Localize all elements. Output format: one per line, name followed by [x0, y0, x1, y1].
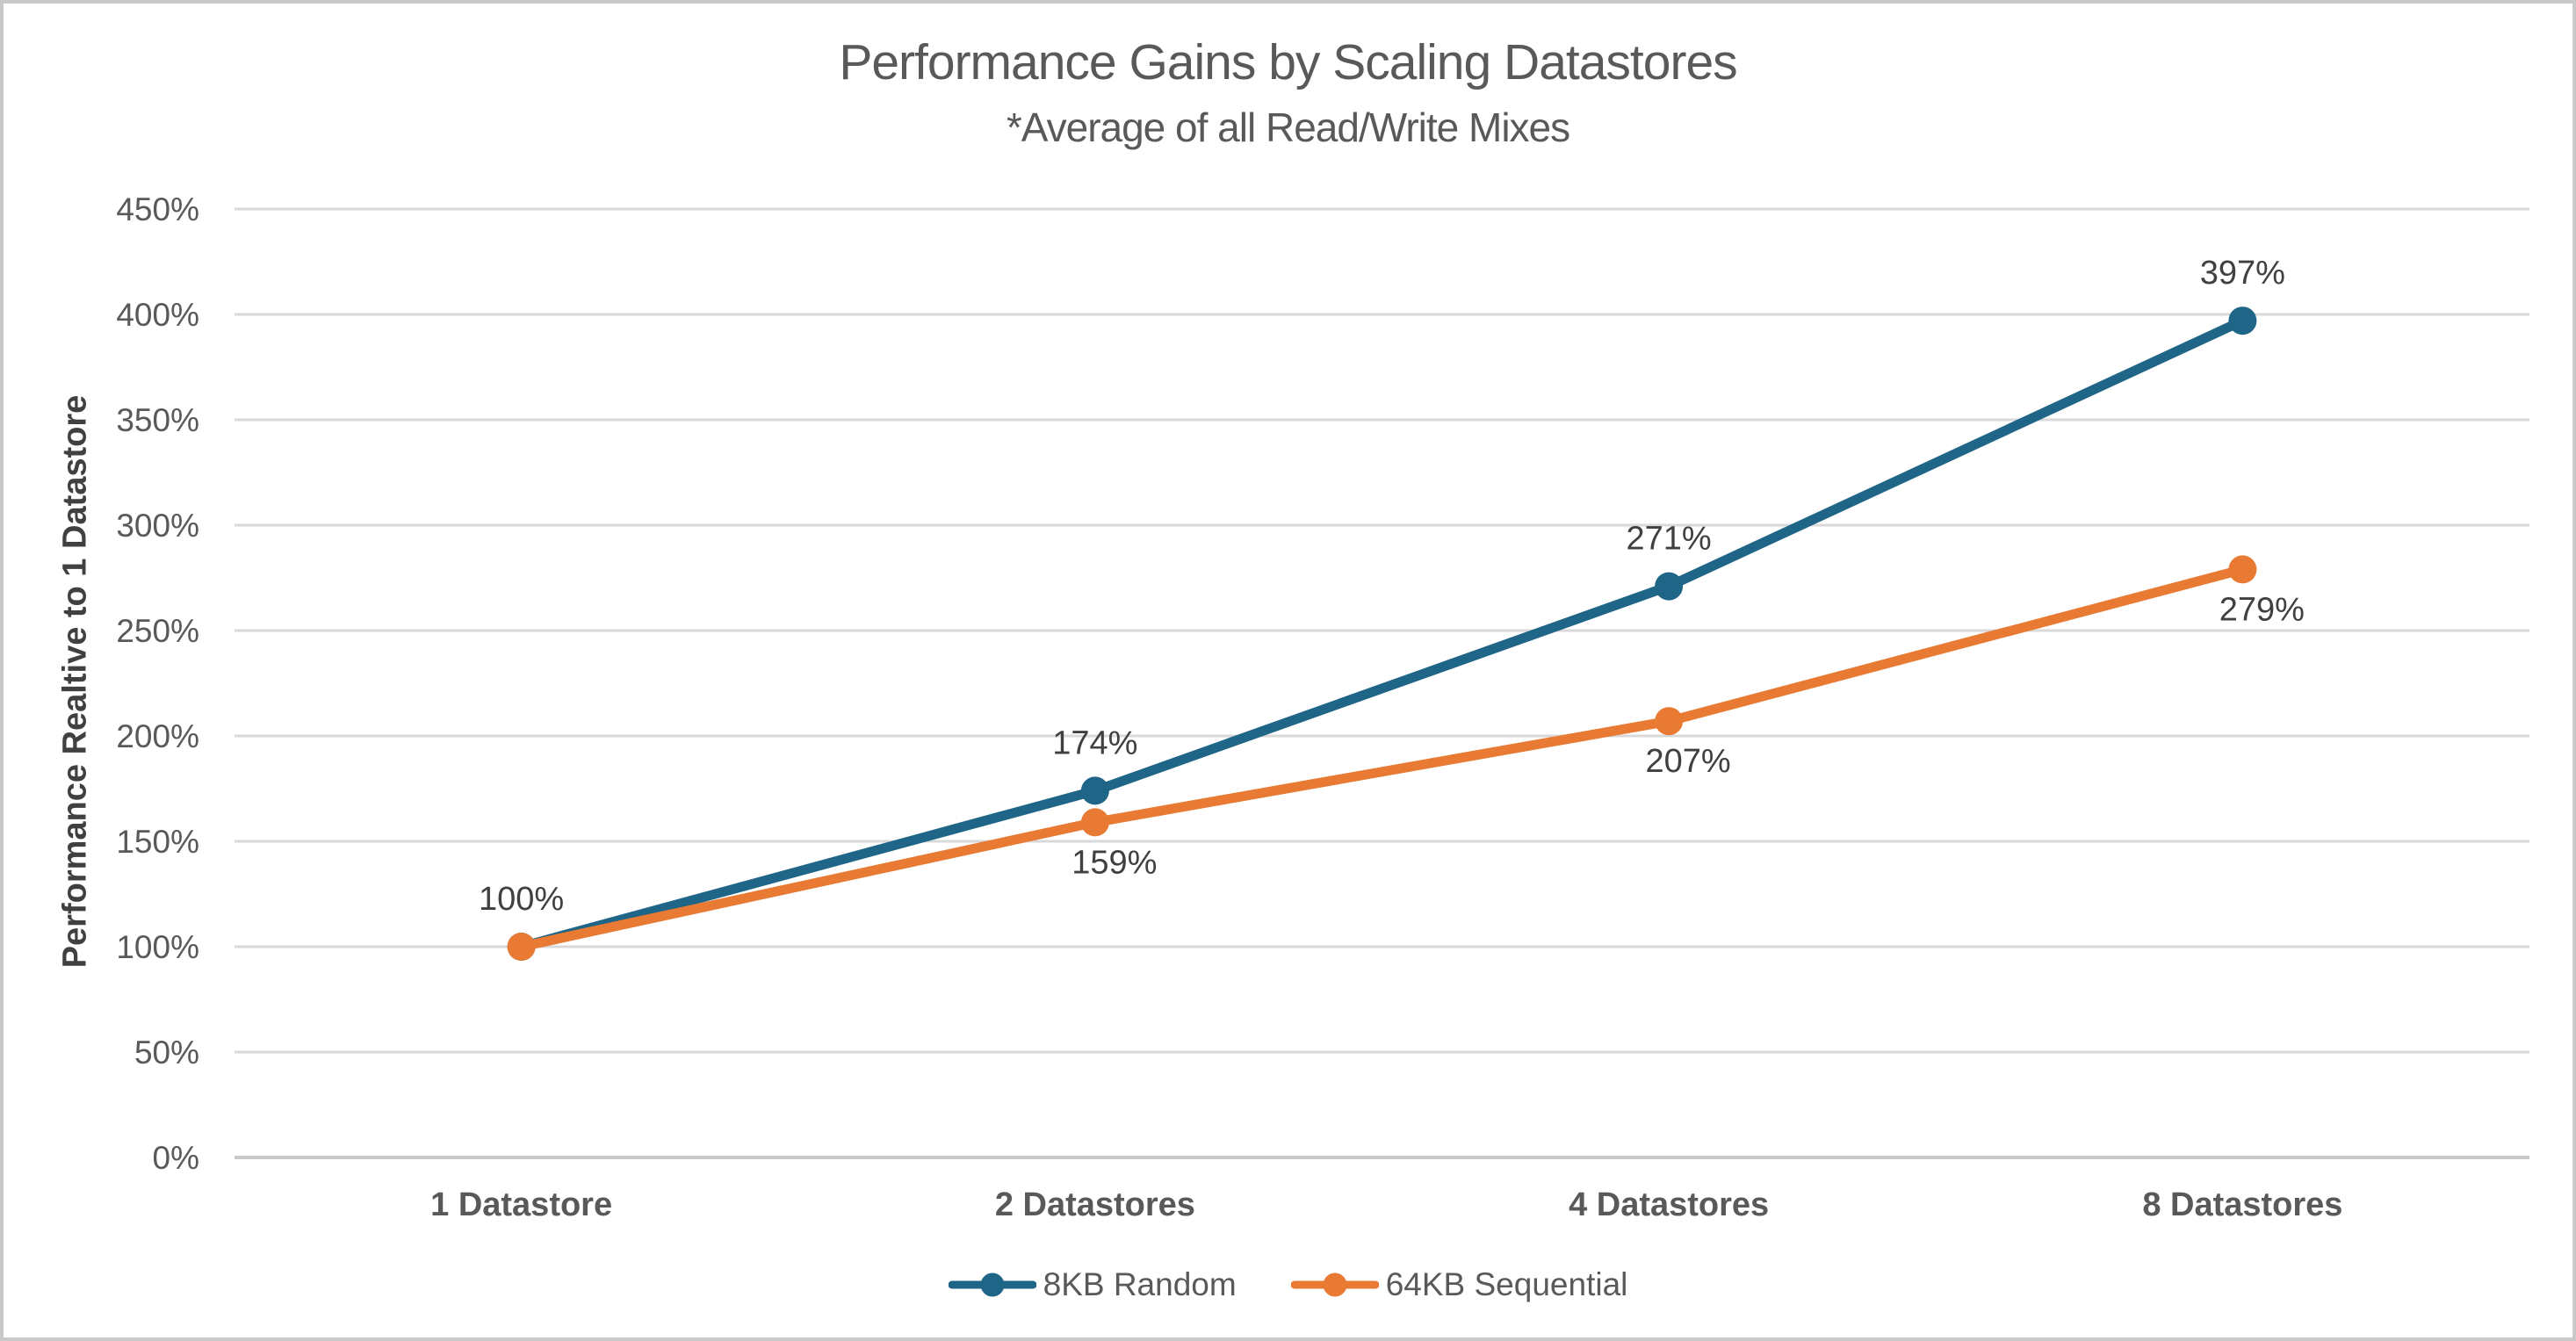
data-label: 159% — [1072, 844, 1157, 881]
data-label: 174% — [1052, 725, 1137, 761]
series-line — [516, 315, 2248, 952]
legend-label: 64KB Sequential — [1385, 1266, 1628, 1302]
y-tick-label: 150% — [116, 824, 199, 860]
legend: 8KB Random 64KB Sequential — [4, 1266, 2572, 1303]
data-point-marker — [1655, 707, 1684, 736]
y-tick-label: 50% — [134, 1035, 199, 1071]
x-category-label: 4 Datastores — [1569, 1186, 1769, 1223]
chart-title: Performance Gains by Scaling Datastores — [839, 34, 1737, 90]
data-point-marker — [2228, 555, 2257, 584]
y-tick-label: 300% — [116, 508, 199, 544]
y-tick-label: 400% — [116, 297, 199, 333]
legend-item: 8KB Random — [948, 1266, 1237, 1303]
data-point-marker — [1080, 808, 1109, 837]
legend-marker-icon — [1290, 1273, 1379, 1297]
y-tick-label: 200% — [116, 718, 199, 754]
data-point-marker — [507, 933, 536, 961]
legend-item: 64KB Sequential — [1290, 1266, 1628, 1303]
y-tick-label: 450% — [116, 191, 199, 227]
y-tick-label: 350% — [116, 402, 199, 438]
legend-label: 8KB Random — [1043, 1266, 1237, 1302]
data-label: 279% — [2219, 591, 2305, 628]
chart-subtitle: *Average of all Read/Write Mixes — [1006, 105, 1570, 150]
y-tick-label: 250% — [116, 613, 199, 649]
x-category-label: 1 Datastore — [430, 1186, 612, 1223]
data-label: 207% — [1646, 743, 1731, 780]
data-point-marker — [1655, 572, 1684, 601]
data-label: 271% — [1627, 521, 1712, 558]
x-category-label: 8 Datastores — [2142, 1186, 2342, 1223]
y-tick-label: 100% — [116, 929, 199, 965]
data-point-marker — [1080, 776, 1109, 805]
x-category-label: 2 Datastores — [995, 1186, 1195, 1223]
data-label: 100% — [479, 881, 564, 918]
series-line — [516, 564, 2248, 952]
data-label: 397% — [2200, 255, 2285, 292]
legend-marker-icon — [948, 1273, 1036, 1297]
plot-area: 0% 50% 100% 150% 200% 250% 300% 350% 400% 450% 1 D… — [116, 191, 2529, 1223]
y-tick-label: 0% — [153, 1140, 199, 1176]
data-point-marker — [2228, 306, 2257, 335]
